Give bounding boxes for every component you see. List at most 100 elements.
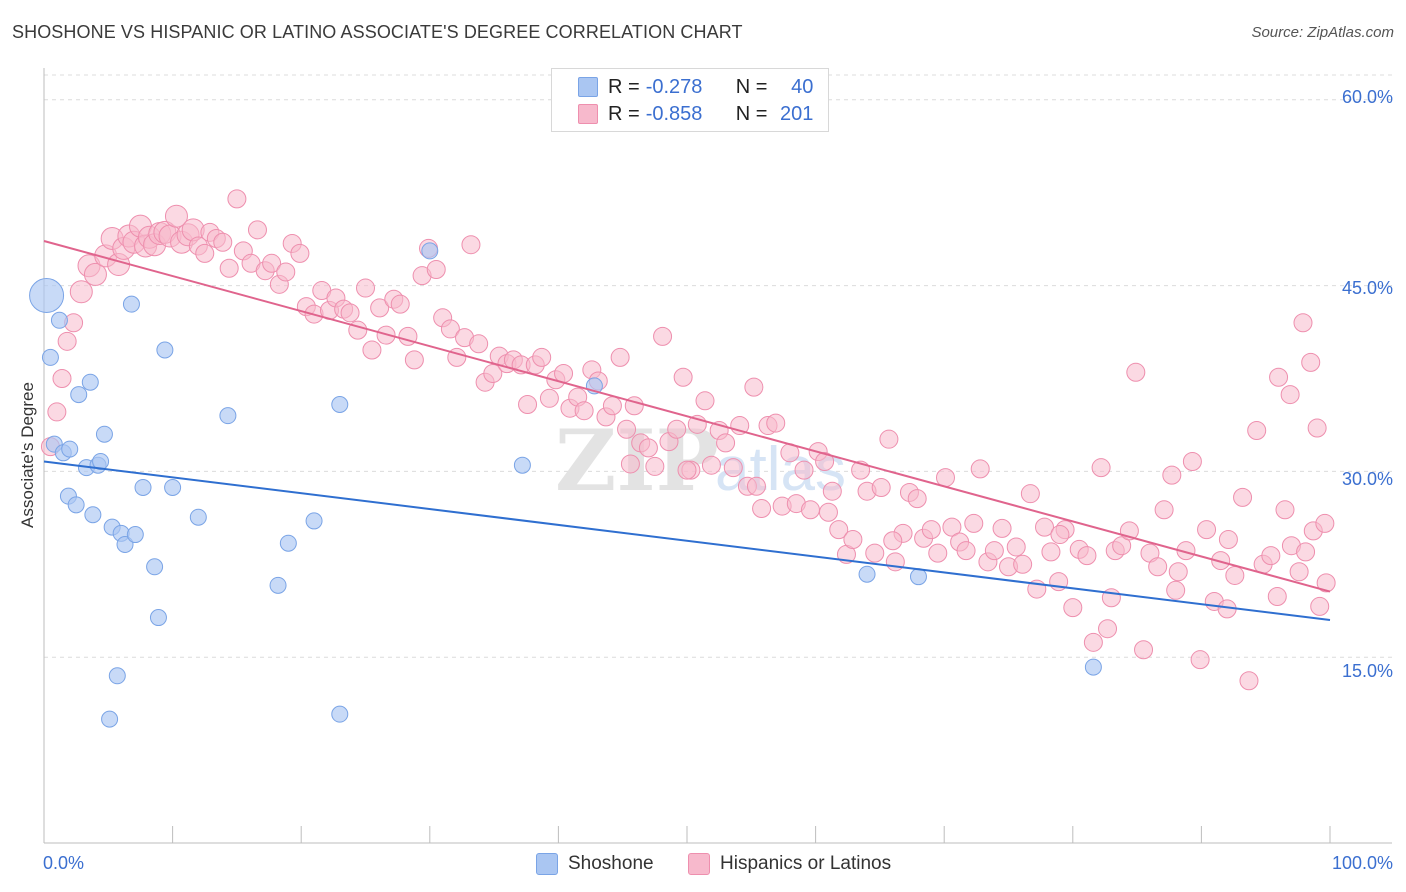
hispanic-point [1267, 586, 1287, 606]
hispanic-point [956, 541, 976, 561]
hispanic-point [1126, 362, 1146, 382]
hispanic-point [843, 530, 863, 550]
hispanic-swatch [578, 104, 598, 124]
shoshone-point [513, 456, 531, 474]
legend-n-label: N = [735, 75, 768, 98]
legend-n-value: 40 [791, 75, 814, 98]
shoshone-point [29, 277, 65, 313]
hispanic-points [40, 189, 1336, 691]
shoshone-point [331, 705, 349, 723]
hispanic-trend-line [43, 240, 1331, 593]
hispanic-point [1307, 418, 1327, 438]
hispanic-point [1233, 487, 1253, 507]
shoshone-point [122, 295, 140, 313]
shoshone-point [67, 496, 85, 514]
y-tick-label-15: 15.0% [1341, 661, 1393, 681]
stats-legend: R = -0.278 N = 40 R = -0.858 N = 201 [551, 68, 829, 132]
legend-r-label: R = [608, 102, 640, 125]
shoshone-point [108, 667, 126, 685]
hispanic-point [469, 334, 489, 354]
hispanic-point [942, 517, 962, 537]
hispanic-point [653, 326, 673, 346]
hispanic-point [1168, 562, 1188, 582]
hispanic-point [219, 258, 239, 278]
y-axis-title: Associate's Degree [18, 382, 37, 528]
shoshone-point [92, 452, 110, 470]
shoshone-point [146, 558, 164, 576]
shoshone-point [61, 440, 79, 458]
chart-source: Source: ZipAtlas.com [1251, 24, 1394, 41]
hispanic-point [532, 347, 552, 367]
hispanic-point [964, 513, 984, 533]
hispanic-point [638, 438, 658, 458]
hispanic-point [1293, 313, 1313, 333]
legend-n-label: N = [735, 102, 768, 125]
hispanic-point [1239, 671, 1259, 691]
gridlines [44, 74, 1392, 658]
shoshone-point [134, 478, 152, 496]
hispanic-point [518, 394, 538, 414]
hispanic-point [1289, 562, 1309, 582]
hispanic-point [921, 520, 941, 540]
chart-title: SHOSHONE VS HISPANIC OR LATINO ASSOCIATE… [12, 22, 743, 42]
hispanic-point [1269, 367, 1289, 387]
hispanic-point [164, 204, 188, 228]
hispanic-point [390, 294, 410, 314]
hispanic-point [1063, 598, 1083, 618]
hispanic-point [1315, 513, 1335, 533]
hispanic-point [1006, 537, 1026, 557]
shoshone-point [50, 311, 68, 329]
hispanic-point [276, 262, 296, 282]
hispanic-point [1261, 546, 1281, 566]
legend-row-shoshone: R = -0.278 N = 40 [552, 73, 813, 101]
hispanic-point [794, 460, 814, 480]
hispanic-point [440, 319, 460, 339]
hispanic-point [752, 499, 772, 519]
hispanic-point [822, 481, 842, 501]
hispanic-point [1134, 640, 1154, 660]
hispanic-point [52, 368, 72, 388]
hispanic-point [879, 429, 899, 449]
hispanic-point [1190, 650, 1210, 670]
hispanic-point [195, 243, 215, 263]
hispanic-point [673, 367, 693, 387]
hispanic-point [865, 543, 885, 563]
hispanic-point [602, 396, 622, 416]
shoshone-point [156, 341, 174, 359]
hispanic-point [356, 278, 375, 298]
hispanic-point [83, 262, 107, 286]
shoshone-point [41, 348, 59, 366]
y-tick-label-30: 30.0% [1341, 469, 1393, 489]
trend-lines [43, 240, 1331, 622]
hispanic-point [935, 468, 955, 488]
hispanic-point [1041, 542, 1061, 562]
hispanic-swatch [688, 853, 710, 875]
hispanic-point [1211, 551, 1231, 571]
hispanic-point [716, 433, 736, 453]
shoshone-points [29, 242, 1102, 728]
hispanic-point [1275, 500, 1295, 520]
hispanic-point [992, 518, 1012, 538]
legend-label-shoshone: Shoshone [568, 853, 654, 874]
hispanic-point [1182, 451, 1202, 471]
hispanic-point [907, 489, 927, 509]
legend-label-hispanic: Hispanics or Latinos [720, 853, 892, 874]
hispanic-point [1091, 458, 1111, 478]
legend-n-value: 201 [780, 102, 814, 125]
hispanic-point [1083, 632, 1103, 652]
hispanic-point [461, 235, 481, 255]
hispanic-point [1280, 385, 1300, 405]
hispanic-point [1112, 536, 1132, 556]
hispanic-point [800, 500, 820, 520]
hispanic-point [1296, 542, 1316, 562]
hispanic-point [667, 419, 687, 439]
hispanic-point [645, 456, 665, 476]
hispanic-point [815, 451, 835, 471]
hispanic-point [227, 189, 247, 209]
hispanic-point [426, 259, 446, 279]
hispanic-point [57, 331, 77, 351]
hispanic-point [677, 460, 697, 480]
hispanic-point [1166, 580, 1186, 600]
shoshone-point [81, 373, 99, 391]
shoshone-point [1084, 658, 1102, 676]
